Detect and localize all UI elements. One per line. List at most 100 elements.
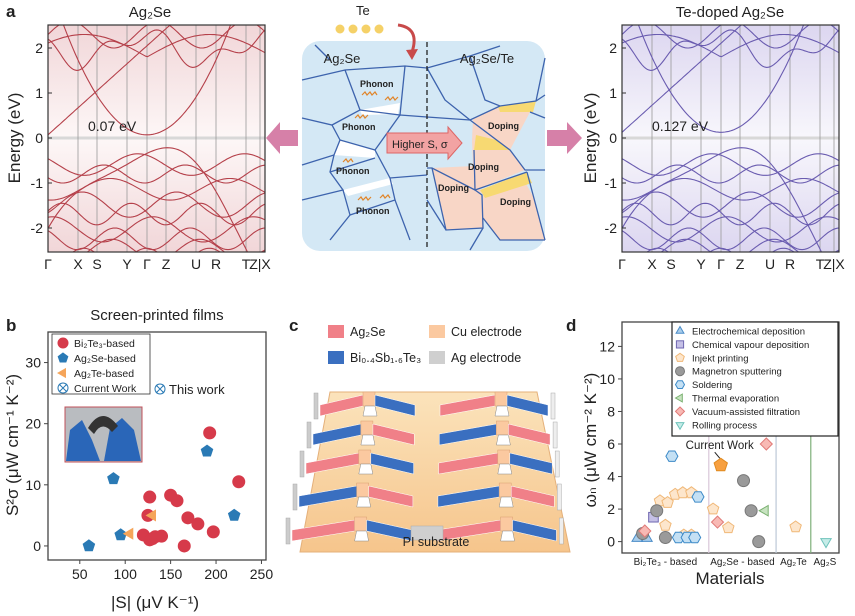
cu-electrode bbox=[494, 391, 508, 407]
thermoelectric-leg bbox=[366, 519, 413, 542]
k-point-label: Γ bbox=[44, 256, 52, 272]
chart-b-legend: Bi₂Te₃-based Ag₂Se-based Ag₂Te-based Curren… bbox=[51, 333, 151, 395]
k-point-label: Γ bbox=[717, 256, 725, 272]
k-point-label: X bbox=[73, 256, 83, 272]
legend-label: Magnetron sputtering bbox=[692, 367, 782, 378]
cu-electrode bbox=[498, 482, 512, 498]
category-label: Ag₂S bbox=[813, 557, 836, 568]
legend-marker-cross bbox=[58, 383, 68, 393]
cu-electrode bbox=[496, 420, 509, 436]
x-tick-label: 100 bbox=[114, 566, 138, 582]
k-point-label: Z bbox=[736, 256, 745, 272]
y-tick-label: 1 bbox=[609, 85, 617, 101]
ag-electrode bbox=[299, 450, 305, 478]
legend-label: Bi₀.₄Sb₁.₆Te₃ bbox=[350, 351, 421, 365]
thermoelectric-leg bbox=[374, 394, 416, 417]
data-point bbox=[155, 529, 169, 543]
substrate-label: PI substrate bbox=[403, 535, 470, 549]
conduction-band bbox=[48, 29, 265, 71]
y-tick-label: 0 bbox=[35, 130, 43, 146]
thermoelectric-leg bbox=[370, 452, 414, 475]
doping-label: Doping bbox=[500, 197, 531, 207]
y-tick-label: 0 bbox=[33, 538, 41, 554]
y-tick-label: 6 bbox=[607, 436, 615, 452]
valence-band bbox=[48, 191, 265, 218]
doping-label: Doping bbox=[438, 183, 469, 193]
k-point-label: Γ bbox=[618, 256, 626, 272]
this-work-marker-cross bbox=[155, 384, 165, 394]
ag-electrode bbox=[313, 392, 319, 420]
legend-marker bbox=[56, 367, 66, 379]
x-tick-label: 250 bbox=[250, 566, 274, 582]
cu-electrode bbox=[360, 420, 374, 436]
data-point bbox=[758, 504, 769, 517]
conduction-band bbox=[622, 29, 839, 71]
legend-label: Injekt printing bbox=[692, 353, 749, 364]
ag-electrode bbox=[292, 483, 298, 511]
ag-contact bbox=[360, 434, 376, 446]
x-tick-label: 150 bbox=[159, 566, 183, 582]
legend-swatch bbox=[429, 351, 445, 364]
phonon-label: Phonon bbox=[360, 79, 394, 89]
legend-marker bbox=[675, 340, 685, 349]
panel-label-c: c bbox=[289, 316, 298, 335]
valence-band bbox=[48, 216, 265, 243]
data-point bbox=[122, 527, 134, 540]
ag-electrode bbox=[552, 421, 558, 449]
valence-band bbox=[622, 153, 839, 176]
panel-label-a: a bbox=[6, 2, 16, 21]
legend-label: Cu electrode bbox=[451, 325, 522, 339]
ag-contact bbox=[494, 405, 510, 417]
gap-label-left: 0.07 eV bbox=[88, 118, 137, 134]
phonon-label: Phonon bbox=[342, 122, 376, 132]
data-point bbox=[688, 531, 702, 544]
curved-arrow-head-icon bbox=[406, 49, 418, 60]
chart-b-title: Screen-printed films bbox=[90, 307, 223, 324]
legend-swatch bbox=[429, 325, 445, 338]
ag-electrode bbox=[306, 421, 312, 449]
valence-band bbox=[622, 164, 839, 184]
y-tick-label: 10 bbox=[25, 477, 41, 493]
legend-marker bbox=[675, 422, 685, 431]
y-tick-label: 4 bbox=[607, 469, 615, 485]
data-point bbox=[722, 521, 735, 534]
k-point-label: Z|X bbox=[249, 256, 271, 272]
data-point bbox=[170, 494, 184, 508]
cu-electrode bbox=[497, 449, 511, 465]
plot-frame bbox=[47, 331, 267, 561]
legend-marker bbox=[57, 337, 69, 349]
category-label: Ag₂Te bbox=[780, 557, 807, 568]
annotation-arrow-icon bbox=[714, 451, 721, 459]
y-tick-label: 2 bbox=[607, 501, 615, 517]
data-point bbox=[232, 475, 246, 489]
ag-contact bbox=[498, 496, 514, 508]
valence-band bbox=[622, 177, 839, 201]
ag-contact bbox=[362, 405, 378, 417]
thermoelectric-leg bbox=[506, 394, 549, 417]
schematic-left-label: Ag₂Se bbox=[324, 51, 361, 66]
te-label: Te bbox=[356, 3, 370, 18]
this-work-label: This work bbox=[169, 382, 225, 397]
legend-marker bbox=[675, 366, 685, 377]
doping-label: Doping bbox=[468, 162, 499, 172]
conduction-band bbox=[48, 33, 265, 58]
thermoelectric-leg bbox=[512, 519, 557, 542]
k-point-label: S bbox=[666, 256, 675, 272]
y-tick-label: 8 bbox=[607, 403, 615, 419]
k-point-label: Z|X bbox=[823, 256, 845, 272]
band-lines bbox=[48, 25, 265, 252]
band-structure-left: 210-1-2Γ X S Y Γ Z U R TZ|X bbox=[31, 24, 271, 272]
legend-label: Current Work bbox=[74, 383, 137, 395]
legend-swatch bbox=[328, 351, 344, 364]
y-tick-label: -2 bbox=[31, 220, 44, 236]
panel-label-d: d bbox=[566, 316, 576, 335]
legend-label: Chemical vapour deposition bbox=[692, 340, 809, 351]
legend-box bbox=[671, 321, 839, 437]
valence-band bbox=[48, 202, 265, 226]
data-point bbox=[671, 531, 685, 544]
legend-marker bbox=[675, 352, 685, 362]
data-point bbox=[665, 450, 679, 462]
y-tick-label: 2 bbox=[35, 40, 43, 56]
data-point bbox=[203, 426, 217, 440]
k-point-label: R bbox=[211, 256, 221, 272]
